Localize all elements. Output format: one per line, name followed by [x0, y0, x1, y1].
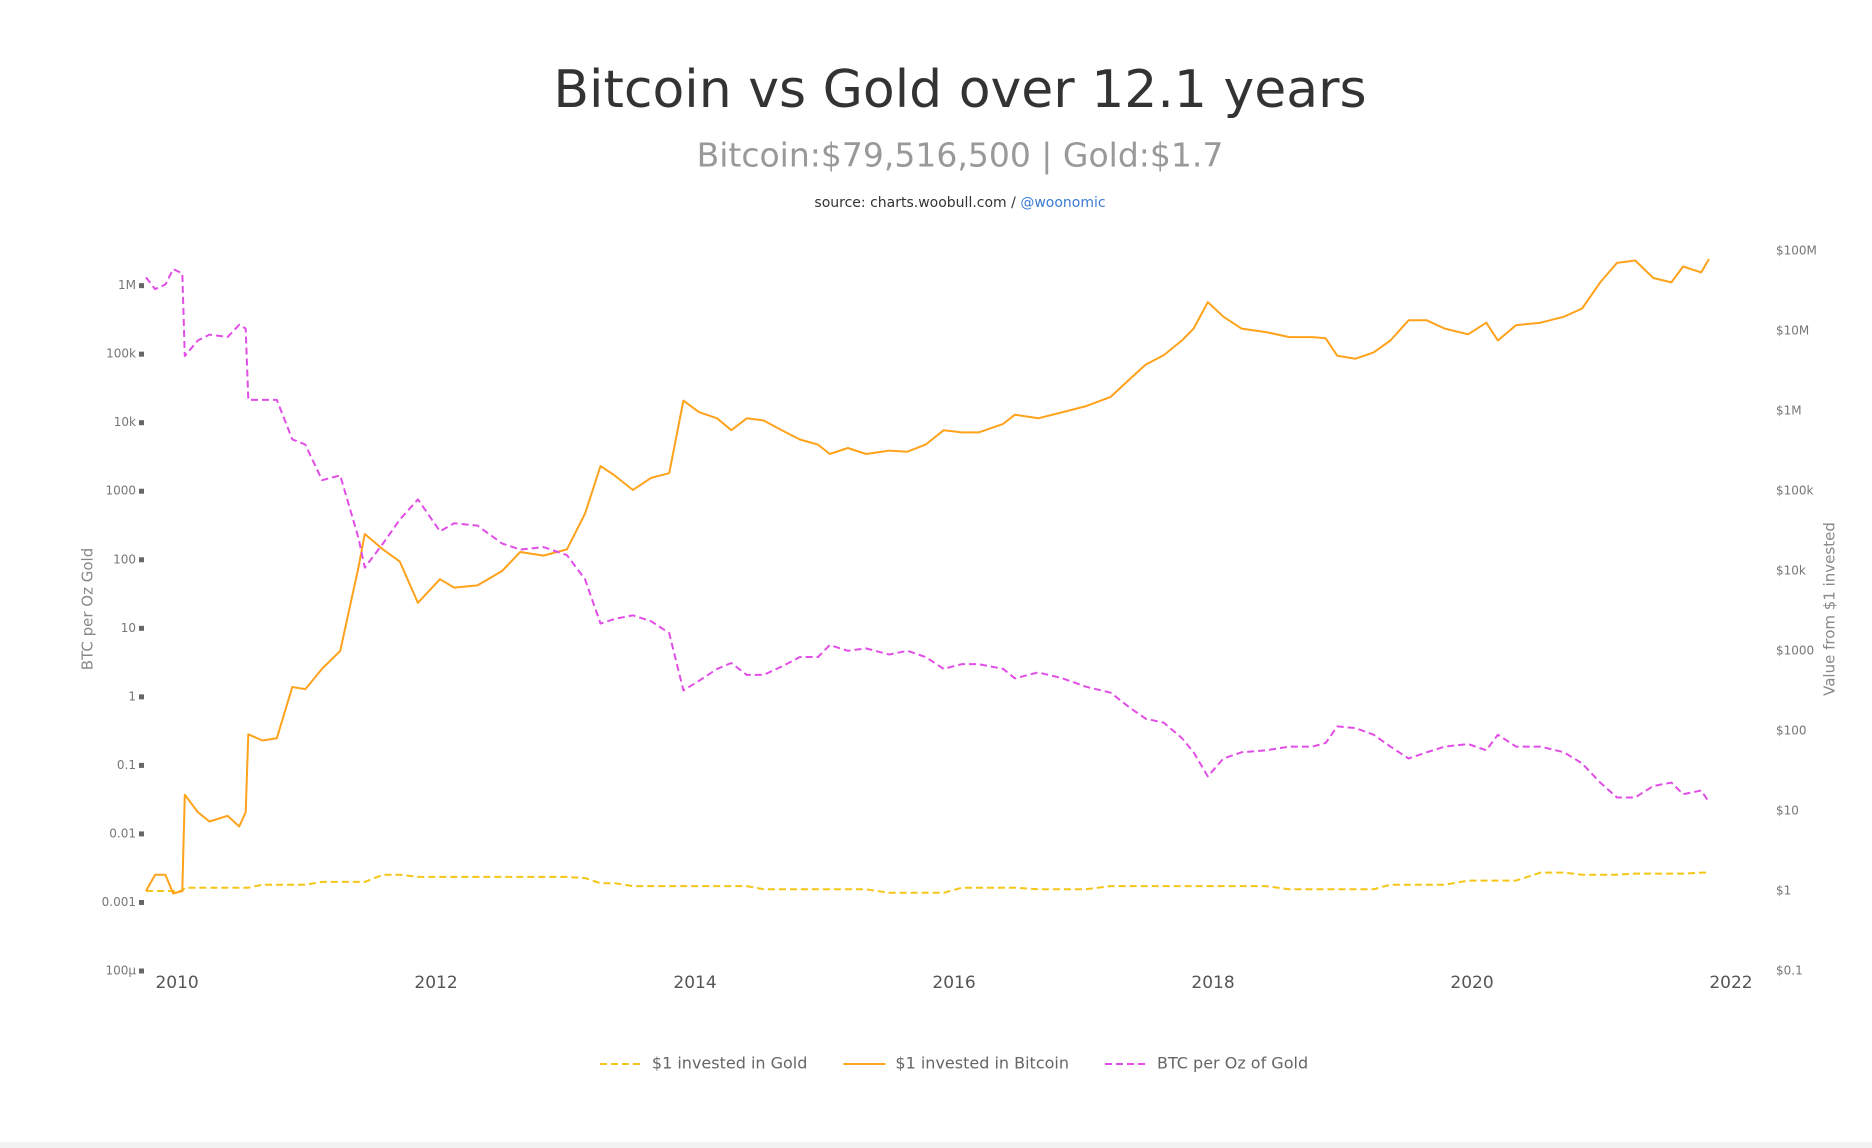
x-tick-label: 2020 — [1450, 973, 1493, 993]
series-line — [145, 268, 1710, 803]
y-tick-label: 100k — [106, 347, 136, 361]
legend-label: $1 invested in Bitcoin — [895, 1054, 1069, 1073]
x-tick-label: 2012 — [414, 973, 457, 993]
legend-item: $1 invested in Gold — [599, 1054, 808, 1073]
y-tick-mark — [139, 557, 144, 563]
y-tick-mark — [139, 899, 144, 905]
legend-item: $1 invested in Bitcoin — [843, 1054, 1069, 1073]
y-tick-mark — [139, 351, 144, 357]
y-tick-label: 10k — [114, 415, 136, 429]
source: source: charts.woobull.com / @woonomic — [814, 195, 1105, 211]
y-tick-mark — [139, 831, 144, 837]
y-tick-label: 0.001 — [102, 895, 136, 909]
y-tick-mark — [139, 694, 144, 700]
y-tick-label: 100µ — [105, 964, 136, 978]
y-axis-label: BTC per Oz Gold — [79, 548, 97, 670]
source-text: source: charts.woobull.com / — [814, 195, 1016, 211]
legend-item: BTC per Oz of Gold — [1104, 1054, 1308, 1073]
y-tick-label: 1 — [128, 689, 136, 703]
y2-tick-label: $100k — [1776, 484, 1814, 498]
source-handle[interactable]: @woonomic — [1020, 195, 1105, 211]
x-tick-label: 2018 — [1191, 973, 1234, 993]
y2-tick-label: $1000 — [1776, 644, 1814, 658]
y-tick-mark — [139, 762, 144, 768]
y-tick-mark — [139, 488, 144, 494]
y2-tick-label: $10 — [1776, 804, 1799, 818]
y-tick-label: 0.01 — [109, 826, 136, 840]
y-tick-label: 100 — [113, 552, 136, 566]
y-tick-label: 1000 — [105, 484, 136, 498]
y2-axis-label: Value from $1 invested — [1821, 522, 1839, 696]
y2-tick-label: $1 — [1776, 884, 1791, 898]
series-line — [145, 258, 1710, 895]
series-line — [146, 871, 1709, 894]
x-tick-label: 2014 — [673, 973, 716, 993]
x-tick-label: 2010 — [155, 973, 198, 993]
y-tick-label: 0.1 — [117, 758, 136, 772]
x-tick-label: 2016 — [932, 973, 975, 993]
y-tick-mark — [139, 968, 144, 974]
y-tick-mark — [139, 420, 144, 426]
y2-tick-label: $0.1 — [1776, 964, 1803, 978]
legend-label: $1 invested in Gold — [652, 1054, 808, 1073]
chart-title: Bitcoin vs Gold over 12.1 years — [553, 60, 1366, 120]
x-tick-label: 2022 — [1709, 973, 1752, 993]
y2-tick-label: $100 — [1776, 724, 1807, 738]
y2-tick-label: $1M — [1776, 404, 1802, 418]
bottom-edge — [0, 1142, 1872, 1148]
y-tick-mark — [139, 283, 144, 289]
legend: $1 invested in Gold $1 invested in Bitcoi… — [599, 1054, 1308, 1073]
y-tick-label: 1M — [118, 278, 136, 292]
y2-tick-label: $10M — [1776, 324, 1809, 338]
y-tick-label: 10 — [121, 621, 136, 635]
y2-tick-label: $10k — [1776, 564, 1806, 578]
y-tick-mark — [139, 625, 144, 631]
y2-tick-label: $100M — [1776, 244, 1817, 258]
legend-label: BTC per Oz of Gold — [1157, 1054, 1308, 1073]
chart-subtitle: Bitcoin:$79,516,500 | Gold:$1.7 — [697, 136, 1224, 175]
